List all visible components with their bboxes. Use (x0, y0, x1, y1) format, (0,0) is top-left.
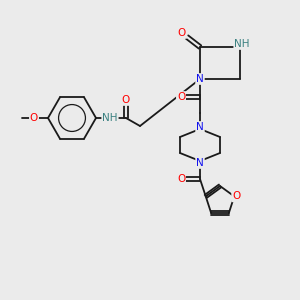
Text: O: O (178, 28, 186, 38)
Text: NH: NH (234, 39, 250, 49)
Text: O: O (122, 95, 130, 105)
Text: O: O (177, 92, 185, 102)
Text: N: N (196, 122, 204, 132)
Text: NH: NH (102, 113, 118, 123)
Text: O: O (232, 191, 240, 201)
Text: N: N (196, 74, 204, 84)
Text: N: N (196, 158, 204, 168)
Text: O: O (30, 113, 38, 123)
Text: O: O (177, 174, 185, 184)
